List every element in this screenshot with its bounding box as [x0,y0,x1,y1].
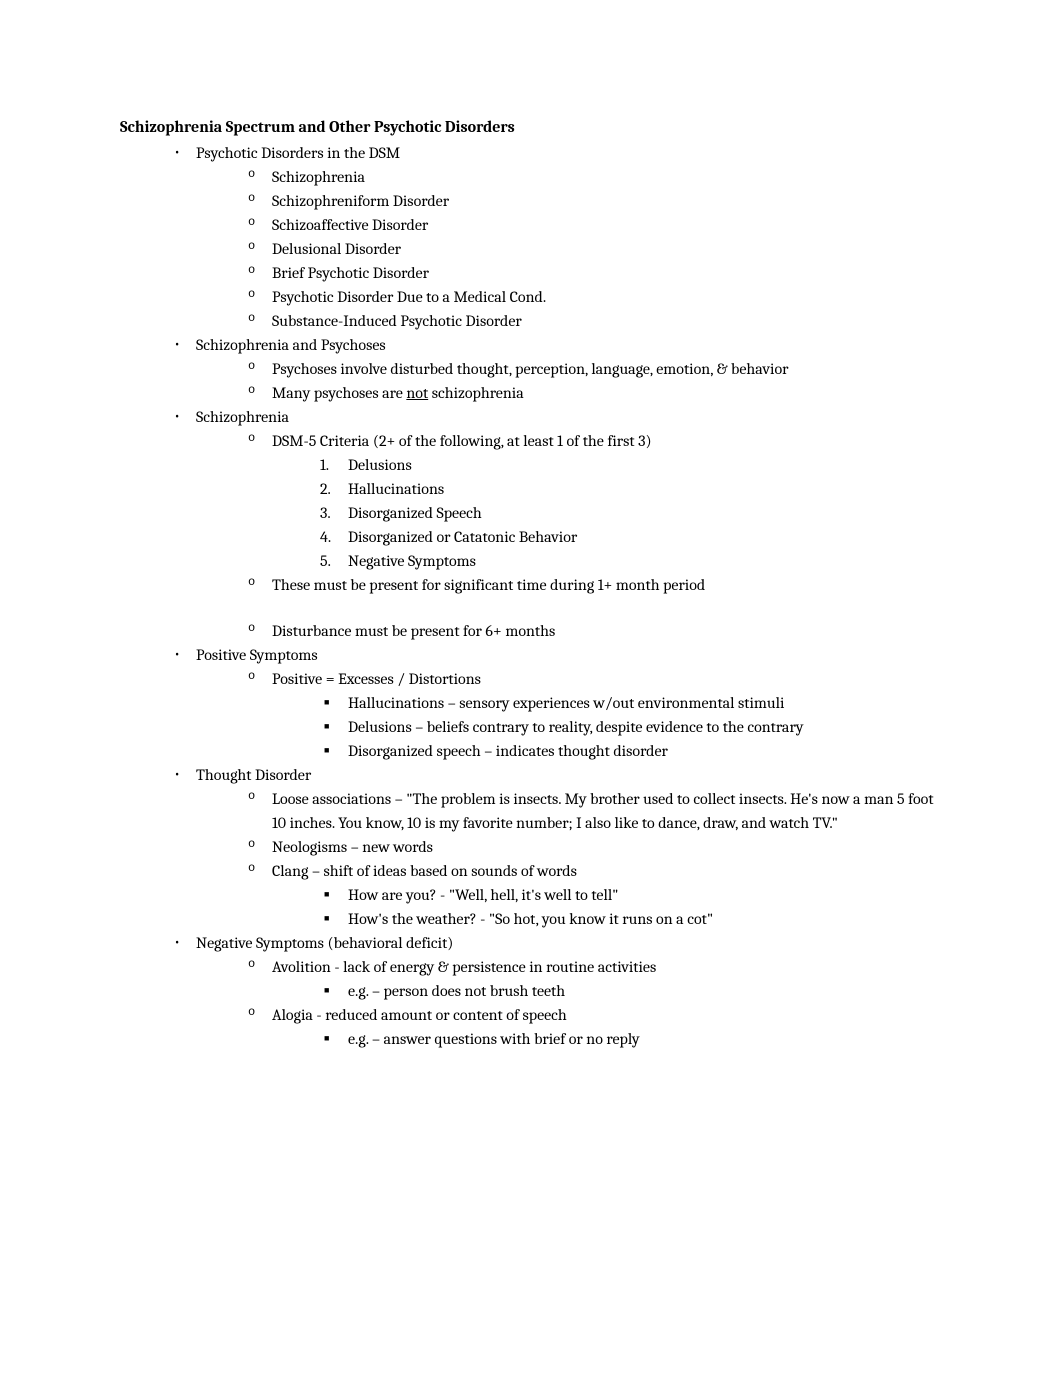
example-list: e.g. – answer questions with brief or no… [272,1027,942,1051]
list-item: e.g. – answer questions with brief or no… [320,1027,942,1051]
example-list: e.g. – person does not brush teeth [272,979,942,1003]
criteria-text: Disorganized or Catatonic Behavior [348,528,577,546]
sublist: Avolition - lack of energy & persistence… [196,955,942,1051]
section-schizophrenia-psychoses: Schizophrenia and Psychoses Psychoses in… [168,333,942,405]
list-item: How's the weather? - "So hot, you know i… [320,907,942,931]
text-part: Many psychoses are [272,384,406,402]
section-schizophrenia: Schizophrenia DSM-5 Criteria (2+ of the … [168,405,942,643]
criteria-item: 3. Disorganized Speech [320,501,942,525]
list-item: How are you? - "Well, hell, it's well to… [320,883,942,907]
section-header: Positive Symptoms [196,646,318,664]
list-item: These must be present for significant ti… [244,573,942,597]
list-item: Psychoses involve disturbed thought, per… [244,357,942,381]
number-label: 2. [320,477,331,501]
clang-header: Clang – shift of ideas based on sounds o… [272,862,577,880]
list-item: Clang – shift of ideas based on sounds o… [244,859,942,931]
list-item: Schizophreniform Disorder [244,189,942,213]
section-negative-symptoms: Negative Symptoms (behavioral deficit) A… [168,931,942,1051]
list-item: Neologisms – new words [244,835,942,859]
list-item: Avolition - lack of energy & persistence… [244,955,942,1003]
section-header: Thought Disorder [196,766,311,784]
outline-root: Psychotic Disorders in the DSM Schizophr… [120,141,942,1051]
section-header: Negative Symptoms (behavioral deficit) [196,934,453,952]
list-item: Delusional Disorder [244,237,942,261]
list-item: Many psychoses are not schizophrenia [244,381,942,405]
list-item: Brief Psychotic Disorder [244,261,942,285]
criteria-item: 5. Negative Symptoms [320,549,942,573]
sublist: Psychoses involve disturbed thought, per… [196,357,942,405]
list-item: Alogia - reduced amount or content of sp… [244,1003,942,1051]
number-label: 4. [320,525,331,549]
list-item: Disturbance must be present for 6+ month… [244,619,942,643]
criteria-item: 2. Hallucinations [320,477,942,501]
sublist: Loose associations – "The problem is ins… [196,787,942,931]
clang-examples: How are you? - "Well, hell, it's well to… [272,883,942,931]
avolition-text: Avolition - lack of energy & persistence… [272,958,656,976]
criteria-text: Negative Symptoms [348,552,476,570]
criteria-header: DSM-5 Criteria (2+ of the following, at … [272,432,652,450]
sublist: DSM-5 Criteria (2+ of the following, at … [196,429,942,643]
list-item: Psychotic Disorder Due to a Medical Cond… [244,285,942,309]
criteria-list: 1. Delusions 2. Hallucinations 3. Disorgani… [272,453,942,573]
number-label: 5. [320,549,331,573]
criteria-text: Hallucinations [348,480,444,498]
list-item: Substance-Induced Psychotic Disorder [244,309,942,333]
number-label: 3. [320,501,331,525]
section-thought-disorder: Thought Disorder Loose associations – "T… [168,763,942,931]
underlined-text: not [406,384,428,402]
criteria-item: 4. Disorganized or Catatonic Behavior [320,525,942,549]
list-item: Schizoaffective Disorder [244,213,942,237]
criteria-text: Disorganized Speech [348,504,482,522]
list-item: Schizophrenia [244,165,942,189]
list-item: Hallucinations – sensory experiences w/o… [320,691,942,715]
subheader: Positive = Excesses / Distortions [272,670,481,688]
list-item: Positive = Excesses / Distortions Halluc… [244,667,942,763]
sublist: Positive = Excesses / Distortions Halluc… [196,667,942,763]
criteria-header-item: DSM-5 Criteria (2+ of the following, at … [244,429,942,573]
list-item: Disorganized speech – indicates thought … [320,739,942,763]
list-item: Delusions – beliefs contrary to reality,… [320,715,942,739]
alogia-text: Alogia - reduced amount or content of sp… [272,1006,567,1024]
criteria-item: 1. Delusions [320,453,942,477]
section-psychotic-disorders: Psychotic Disorders in the DSM Schizophr… [168,141,942,333]
text-part: schizophrenia [428,384,524,402]
list-item: Loose associations – "The problem is ins… [244,787,942,835]
section-header: Psychotic Disorders in the DSM [196,144,400,162]
section-header: Schizophrenia [196,408,289,426]
disorder-list: Schizophrenia Schizophreniform Disorder … [196,165,942,333]
symptom-list: Hallucinations – sensory experiences w/o… [272,691,942,763]
list-item: e.g. – person does not brush teeth [320,979,942,1003]
document-title: Schizophrenia Spectrum and Other Psychot… [120,115,942,139]
section-positive-symptoms: Positive Symptoms Positive = Excesses / … [168,643,942,763]
criteria-text: Delusions [348,456,412,474]
section-header: Schizophrenia and Psychoses [196,336,386,354]
number-label: 1. [320,453,329,477]
